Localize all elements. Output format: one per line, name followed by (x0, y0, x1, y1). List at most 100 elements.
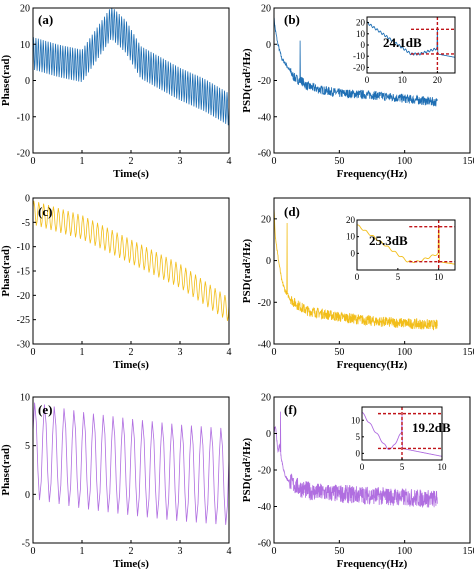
inset-y-tick-label: 0 (361, 40, 366, 50)
inset-x-tick-label: 20 (433, 75, 443, 85)
x-tick-label: 3 (178, 546, 183, 557)
inset-y-tick-label: 5 (356, 432, 361, 442)
x-tick-label: 2 (129, 156, 134, 167)
series-line (274, 17, 438, 107)
series-line (274, 207, 438, 331)
x-tick-label: 0 (31, 546, 36, 557)
inset-d: 0 5 10 0 10 20 25.3dB (346, 215, 456, 282)
x-tick-label: 150 (463, 156, 474, 167)
x-tick-label: 0 (272, 546, 277, 557)
y-tick-label: -40 (258, 112, 271, 123)
axes-box (273, 197, 471, 345)
x-tick-label: 150 (463, 347, 474, 358)
panel-f: 050100150-60-40-20020Frequency(Hz)PSD(ra… (241, 393, 474, 569)
panel-a: 0 1 2 3 4 -20 -10 0 10 20 Time(s) Phase(rad) (a) (0, 4, 232, 181)
inset-x-tick-label: 0 (360, 462, 365, 472)
axes-box (32, 396, 230, 544)
x-axis-label: Frequency(Hz) (337, 168, 408, 180)
y-tick-label: -40 (258, 340, 271, 351)
y-tick-label: -5 (22, 539, 30, 550)
inset-f: 0 5 10 0 5 10 19.2dB (351, 406, 451, 472)
panel-label: (c) (38, 204, 52, 219)
y-tick-label: 0 (266, 256, 271, 267)
x-tick-label: 4 (227, 347, 232, 358)
inset-background (367, 17, 455, 73)
db-annotation: 24.1dB (383, 35, 422, 50)
x-axis-label: Frequency(Hz) (337, 558, 408, 569)
y-tick-label: -60 (258, 149, 271, 160)
x-tick-label: 50 (334, 347, 344, 358)
y-tick-label: -60 (258, 539, 271, 550)
y-tick-label: 0 (25, 76, 30, 87)
y-tick-label: -15 (17, 267, 30, 278)
y-tick-label: -20 (258, 466, 271, 477)
y-tick-label: -20 (17, 149, 30, 160)
y-tick-label: 0 (266, 40, 271, 51)
series-line (33, 402, 229, 525)
panel-b: 050100150-60-40-20020Frequency(Hz)PSD(ra… (241, 4, 474, 181)
x-tick-label: 100 (397, 546, 412, 557)
y-axis-label: PSD(rad²/Hz) (241, 238, 253, 303)
x-tick-label: 0 (31, 156, 36, 167)
y-axis-label: Phase(rad) (0, 245, 12, 297)
y-tick-label: 20 (261, 214, 271, 225)
inset-x-tick-label: 10 (434, 272, 444, 282)
x-tick-label: 1 (80, 546, 85, 557)
inset-y-tick-label: -20 (353, 62, 365, 72)
y-tick-label: -5 (22, 218, 30, 229)
inset-y-tick-label: 20 (346, 215, 356, 225)
inset-x-tick-label: 0 (355, 272, 360, 282)
y-tick-label: -30 (17, 340, 30, 351)
panel-label: (d) (284, 204, 300, 219)
series-line (274, 411, 438, 509)
y-tick-label: -20 (17, 291, 30, 302)
db-annotation: 19.2dB (412, 420, 451, 435)
panel-c: 0 1 2 3 4 -30 -25 -20 -15 -10 -5 0 Time(s) Phase(rad)… (0, 194, 232, 372)
panel-label: (e) (38, 402, 52, 417)
y-tick-label: -10 (17, 112, 30, 123)
y-tick-label: -20 (258, 76, 271, 87)
y-tick-label: -10 (17, 242, 30, 253)
y-tick-label: 0 (25, 194, 30, 205)
inset-x-tick-label: 10 (398, 75, 408, 85)
inset-x-tick-label: 10 (438, 462, 448, 472)
inset-y-tick-label: -10 (353, 51, 365, 61)
x-tick-label: 4 (227, 546, 232, 557)
y-tick-label: 10 (20, 393, 30, 404)
x-tick-label: 50 (334, 156, 344, 167)
y-tick-label: 20 (20, 4, 30, 15)
x-tick-label: 50 (334, 546, 344, 557)
y-axis-label: Phase(rad) (0, 444, 12, 496)
y-tick-label: -25 (17, 315, 30, 326)
x-tick-label: 3 (178, 156, 183, 167)
x-tick-label: 2 (129, 347, 134, 358)
x-tick-label: 100 (397, 347, 412, 358)
inset-x-tick-label: 5 (400, 462, 405, 472)
x-axis-label: Time(s) (113, 359, 149, 371)
inset-x-tick-label: 0 (365, 75, 370, 85)
x-tick-label: 2 (129, 546, 134, 557)
x-tick-label: 150 (463, 546, 474, 557)
series-line (33, 200, 229, 321)
y-tick-label: 20 (261, 4, 271, 15)
x-axis-label: Time(s) (113, 558, 149, 569)
x-tick-label: 0 (272, 156, 277, 167)
inset-y-tick-label: 10 (346, 232, 356, 242)
inset-y-tick-label: 10 (351, 415, 361, 425)
x-tick-label: 3 (178, 347, 183, 358)
inset-y-tick-label: 10 (356, 29, 366, 39)
inset-y-tick-label: 0 (356, 448, 361, 458)
panel-label: (f) (284, 402, 297, 417)
inset-y-tick-label: 0 (351, 248, 356, 258)
series-line (33, 8, 229, 126)
x-tick-label: 1 (80, 156, 85, 167)
panel-label: (a) (38, 12, 53, 27)
y-tick-label: 10 (20, 40, 30, 51)
inset-x-tick-label: 5 (396, 272, 401, 282)
y-tick-label: 0 (266, 429, 271, 440)
panel-label: (b) (284, 12, 300, 27)
y-tick-label: 0 (25, 490, 30, 501)
